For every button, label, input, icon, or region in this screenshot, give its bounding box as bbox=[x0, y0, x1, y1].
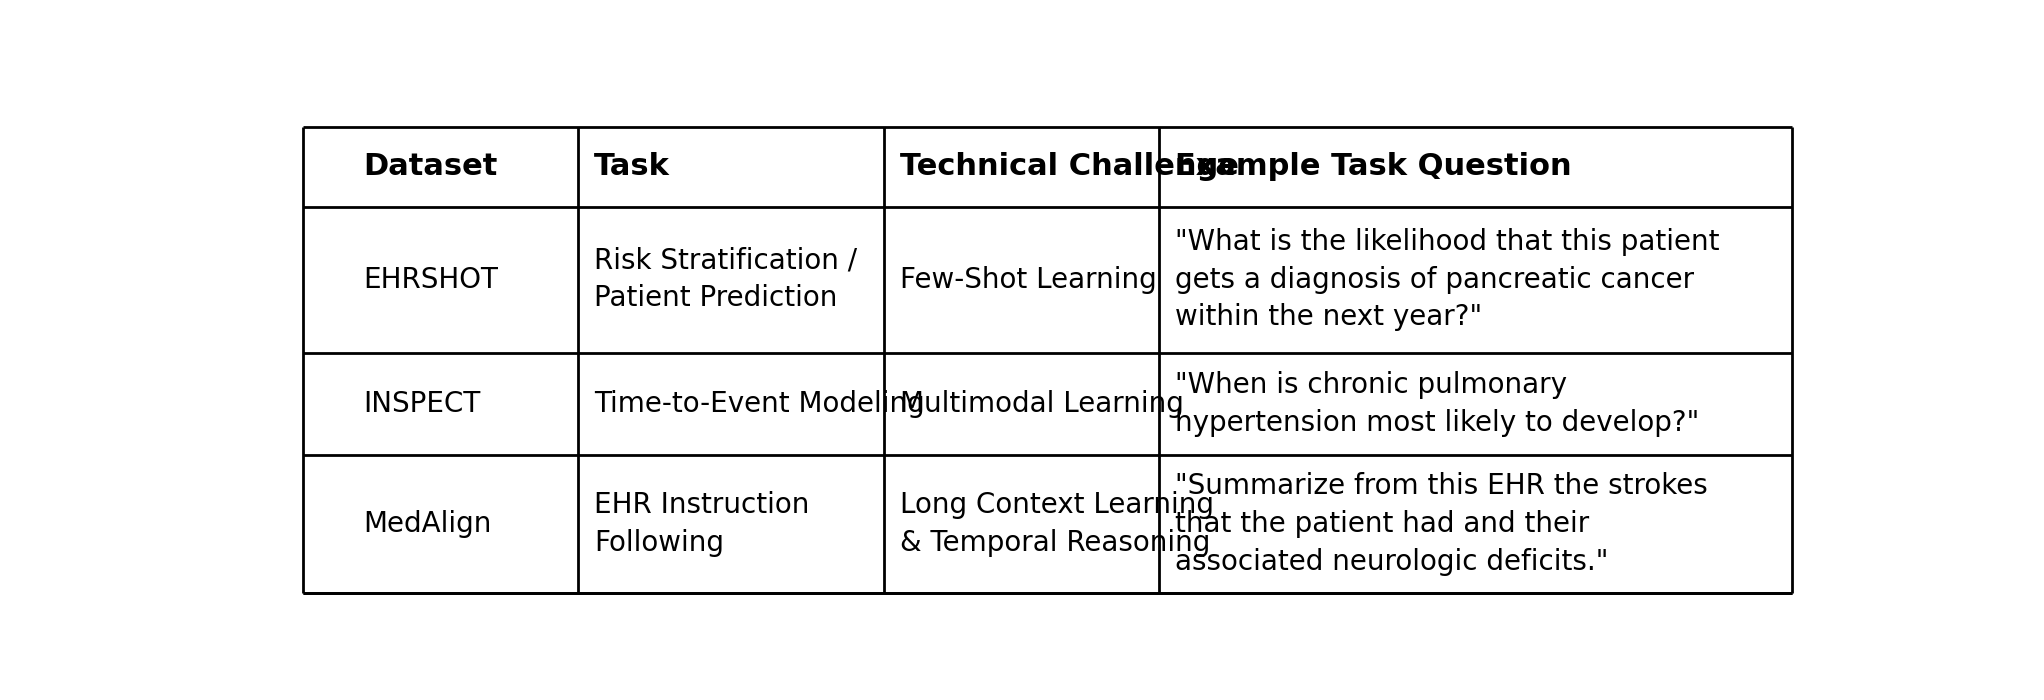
Text: "Summarize from this EHR the strokes
that the patient had and their
associated n: "Summarize from this EHR the strokes tha… bbox=[1175, 473, 1709, 576]
Text: Technical Challenge: Technical Challenge bbox=[899, 153, 1239, 181]
Text: Long Context Learning
& Temporal Reasoning: Long Context Learning & Temporal Reasoni… bbox=[899, 491, 1214, 557]
Text: Task: Task bbox=[595, 153, 670, 181]
Text: Multimodal Learning: Multimodal Learning bbox=[899, 390, 1183, 418]
Text: Example Task Question: Example Task Question bbox=[1175, 153, 1572, 181]
Text: Time-to-Event Modeling: Time-to-Event Modeling bbox=[595, 390, 926, 418]
Text: INSPECT: INSPECT bbox=[364, 390, 480, 418]
Text: Few-Shot Learning: Few-Shot Learning bbox=[899, 265, 1157, 293]
Text: "When is chronic pulmonary
hypertension most likely to develop?": "When is chronic pulmonary hypertension … bbox=[1175, 371, 1699, 437]
Text: EHR Instruction
Following: EHR Instruction Following bbox=[595, 491, 809, 557]
Text: Dataset: Dataset bbox=[364, 153, 499, 181]
Text: EHRSHOT: EHRSHOT bbox=[364, 265, 499, 293]
Text: MedAlign: MedAlign bbox=[364, 510, 493, 538]
Text: Risk Stratification /
Patient Prediction: Risk Stratification / Patient Prediction bbox=[595, 246, 858, 312]
Text: "What is the likelihood that this patient
gets a diagnosis of pancreatic cancer
: "What is the likelihood that this patien… bbox=[1175, 228, 1719, 331]
